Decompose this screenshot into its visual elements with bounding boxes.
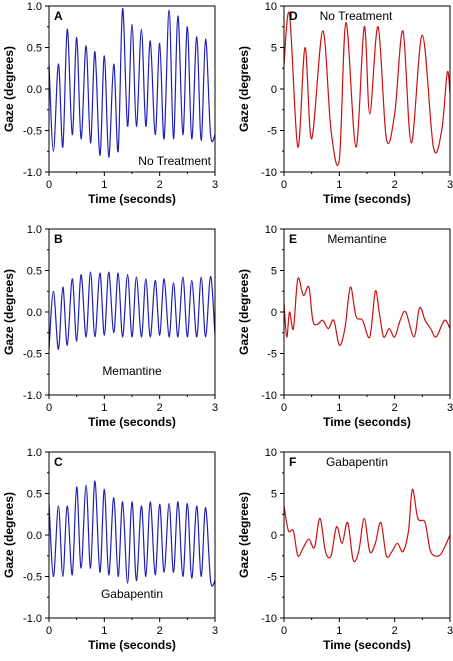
panel-annotation: No Treatment xyxy=(320,9,393,23)
x-tick-label: 0 xyxy=(281,179,287,191)
x-tick-label: 2 xyxy=(392,179,398,191)
y-tick-label: 0.5 xyxy=(27,43,42,55)
x-tick-label: 1 xyxy=(336,179,342,191)
y-tick-label: 1.0 xyxy=(27,447,42,459)
x-tick-label: 1 xyxy=(336,625,342,637)
x-tick-label: 1 xyxy=(101,402,107,414)
y-tick-label: -5 xyxy=(267,572,277,584)
y-axis-label: Gaze (degrees) xyxy=(237,269,251,355)
x-tick-label: 2 xyxy=(157,625,163,637)
y-tick-label: -0.5 xyxy=(23,126,42,138)
y-tick-label: 1.0 xyxy=(27,224,42,236)
panel-letter: D xyxy=(289,9,298,23)
x-tick-label: 2 xyxy=(157,402,163,414)
x-tick-label: 3 xyxy=(447,402,453,414)
x-tick-label: 2 xyxy=(157,179,163,191)
y-tick-label: 5 xyxy=(271,266,277,278)
x-tick-label: 3 xyxy=(447,625,453,637)
y-axis-label: Gaze (degrees) xyxy=(2,269,16,355)
y-axis-label: Gaze (degrees) xyxy=(237,46,251,132)
y-tick-label: 0 xyxy=(271,530,277,542)
y-tick-label: -1.0 xyxy=(23,167,42,179)
y-tick-label: -5 xyxy=(267,126,277,138)
y-tick-label: 0.0 xyxy=(27,530,42,542)
x-tick-label: 3 xyxy=(447,179,453,191)
y-tick-label: -0.5 xyxy=(23,349,42,361)
y-tick-label: 10 xyxy=(265,224,277,236)
y-tick-label: 5 xyxy=(271,43,277,55)
y-tick-label: -5 xyxy=(267,349,277,361)
series-line xyxy=(49,7,215,158)
y-tick-label: -10 xyxy=(261,613,277,625)
panel-b: -1.0 -0.5 0.0 0.5 1.0 0 1 2 3 Time (seconds) Gaze … xyxy=(2,224,218,429)
x-tick-label: 3 xyxy=(212,625,218,637)
x-tick-label: 1 xyxy=(101,625,107,637)
y-tick-label: -1.0 xyxy=(23,390,42,402)
panel-letter: F xyxy=(289,455,296,469)
panel-annotation: Memantine xyxy=(102,364,162,378)
y-tick-label: -10 xyxy=(261,167,277,179)
y-axis-label: Gaze (degrees) xyxy=(237,492,251,578)
panel-letter: A xyxy=(54,9,63,23)
plot-frame xyxy=(283,228,451,396)
y-tick-label: 0.0 xyxy=(27,84,42,96)
panel-annotation: Gabapentin xyxy=(101,587,163,601)
x-tick-label: 3 xyxy=(212,402,218,414)
y-axis-label: Gaze (degrees) xyxy=(2,492,16,578)
y-tick-label: -1.0 xyxy=(23,613,42,625)
panel-annotation: Memantine xyxy=(327,232,387,246)
x-axis-label: Time (seconds) xyxy=(88,638,176,652)
y-tick-label: -10 xyxy=(261,390,277,402)
series-line xyxy=(49,271,215,350)
x-tick-label: 0 xyxy=(46,179,52,191)
series-line xyxy=(284,277,450,346)
y-tick-label: 10 xyxy=(265,447,277,459)
x-tick-label: 0 xyxy=(281,625,287,637)
x-axis-label: Time (seconds) xyxy=(88,192,176,206)
panel-letter: E xyxy=(289,232,297,246)
x-tick-label: 3 xyxy=(212,179,218,191)
panel-a: -1.0 -0.5 0.0 0.5 1.0 0 1 2 3 Time (seconds) Gaze … xyxy=(2,1,218,206)
series-line xyxy=(284,488,450,563)
x-tick-label: 0 xyxy=(281,402,287,414)
y-tick-label: 0 xyxy=(271,307,277,319)
x-tick-label: 2 xyxy=(392,625,398,637)
panel-letter: B xyxy=(54,232,63,246)
y-tick-label: -0.5 xyxy=(23,572,42,584)
x-tick-label: 1 xyxy=(336,402,342,414)
panel-annotation: Gabapentin xyxy=(326,455,388,469)
plot-frame xyxy=(283,5,451,173)
series-line xyxy=(49,480,215,587)
y-tick-label: 0.5 xyxy=(27,489,42,501)
y-tick-label: 0.0 xyxy=(27,307,42,319)
y-tick-label: 1.0 xyxy=(27,1,42,13)
x-tick-label: 1 xyxy=(101,179,107,191)
panel-f: -10 -5 0 5 10 0 1 2 3 Time (seconds) Gaze (degrees… xyxy=(237,447,453,652)
x-axis-label: Time (seconds) xyxy=(323,415,411,429)
panel-letter: C xyxy=(54,455,63,469)
y-tick-label: 0 xyxy=(271,84,277,96)
x-tick-label: 0 xyxy=(46,402,52,414)
x-axis-label: Time (seconds) xyxy=(88,415,176,429)
x-axis-label: Time (seconds) xyxy=(323,192,411,206)
series-line xyxy=(284,11,450,167)
x-axis-label: Time (seconds) xyxy=(323,638,411,652)
panel-e: -10 -5 0 5 10 0 1 2 3 Time (seconds) Gaze (degrees… xyxy=(237,224,453,429)
panel-annotation: No Treatment xyxy=(138,154,211,168)
x-tick-label: 0 xyxy=(46,625,52,637)
panel-c: -1.0 -0.5 0.0 0.5 1.0 0 1 2 3 Time (seconds) Gaze … xyxy=(2,447,218,652)
y-tick-label: 5 xyxy=(271,489,277,501)
y-tick-label: 10 xyxy=(265,1,277,13)
y-tick-label: 0.5 xyxy=(27,266,42,278)
x-tick-label: 2 xyxy=(392,402,398,414)
panel-d: -10 -5 0 5 10 0 1 2 3 Time (seconds) Gaze (degrees… xyxy=(237,1,453,206)
y-axis-label: Gaze (degrees) xyxy=(2,46,16,132)
